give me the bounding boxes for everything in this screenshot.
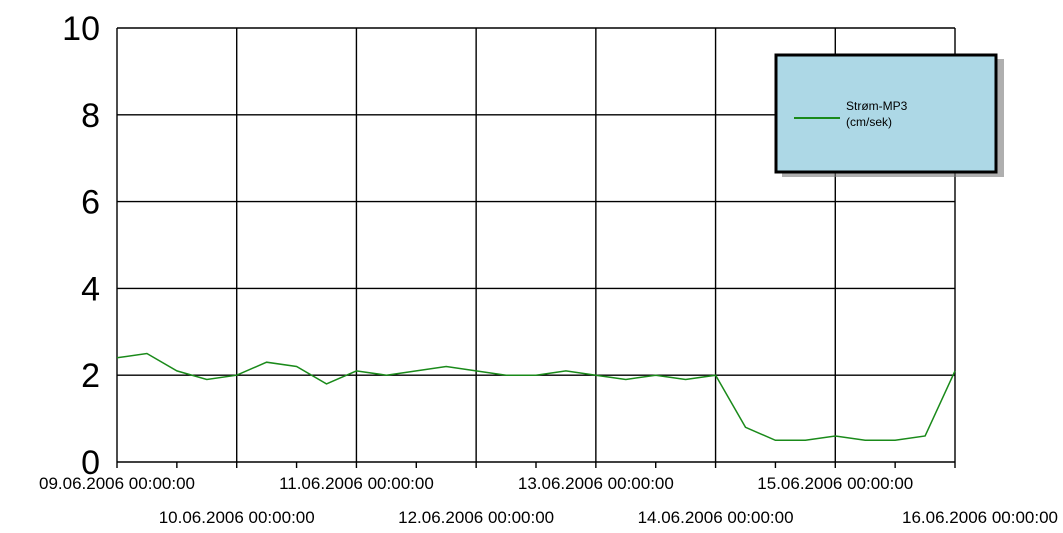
x-tick-label: 15.06.2006 00:00:00: [757, 474, 913, 493]
series-line: [116, 352, 956, 442]
y-tick-label: 8: [81, 97, 100, 135]
x-tick-label: 12.06.2006 00:00:00: [398, 508, 554, 527]
legend: Strøm-MP3 (cm/sek): [774, 53, 1004, 177]
plot-area: [116, 352, 956, 442]
legend-label: Strøm-MP3: [846, 99, 908, 113]
legend-unit: (cm/sek): [846, 115, 892, 129]
x-tick-label: 10.06.2006 00:00:00: [159, 508, 315, 527]
x-tick-label: 13.06.2006 00:00:00: [518, 474, 674, 493]
x-axis-ticks: 09.06.2006 00:00:00 11.06.2006 00:00:00 13…: [39, 474, 1058, 527]
y-tick-label: 10: [62, 10, 100, 48]
x-tick-label: 14.06.2006 00:00:00: [638, 508, 794, 527]
y-tick-label: 2: [81, 357, 100, 395]
legend-box: [774, 53, 998, 174]
x-tick-label: 11.06.2006 00:00:00: [279, 474, 434, 493]
x-tick-label: 09.06.2006 00:00:00: [39, 474, 195, 493]
y-tick-label: 0: [81, 444, 100, 482]
y-tick-label: 4: [81, 270, 100, 308]
y-axis-ticks: 0 2 4 6 8 10: [62, 10, 100, 482]
y-tick-label: 6: [81, 184, 100, 222]
x-tick-label: 16.06.2006 00:00:00: [902, 508, 1058, 527]
